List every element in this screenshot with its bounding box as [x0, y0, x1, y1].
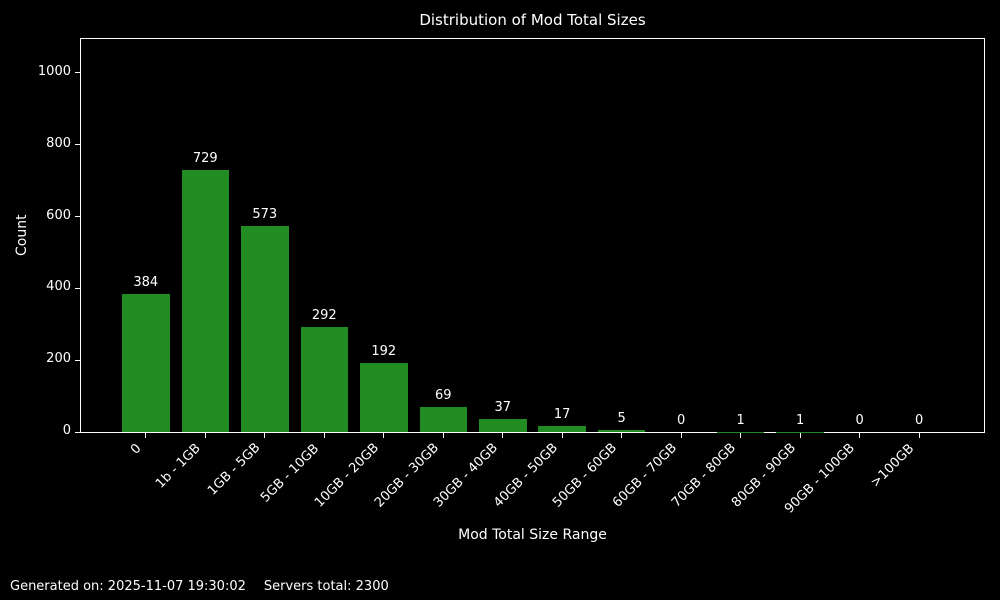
x-tick-label: 5GB - 10GB [258, 441, 323, 506]
chart-title: Distribution of Mod Total Sizes [419, 11, 646, 29]
bar [181, 170, 230, 432]
x-tick-label: 0 [127, 440, 145, 458]
x-tick-mark [740, 433, 742, 438]
x-tick-mark [264, 433, 266, 438]
bar-value-label: 573 [252, 207, 278, 223]
bar-value-label: 0 [677, 413, 686, 428]
y-tick-mark [75, 431, 80, 433]
y-tick-mark [75, 72, 80, 74]
y-tick-mark [75, 144, 80, 146]
y-tick-mark [75, 359, 80, 361]
bar [122, 294, 170, 432]
y-tick-label: 400 [46, 279, 71, 295]
x-tick-label: 1b - 1GB [152, 441, 204, 492]
x-tick-mark [204, 433, 206, 438]
x-tick-label: >100GB [868, 441, 918, 491]
x-tick-mark [323, 433, 325, 438]
bar [597, 430, 646, 432]
bar-value-label: 0 [915, 413, 924, 428]
y-tick-mark [75, 287, 80, 289]
x-tick-mark [145, 433, 147, 438]
generated-on-text: Generated on: 2025-11-07 19:30:02 [10, 579, 246, 594]
y-tick-label: 1000 [37, 63, 71, 79]
x-tick-mark [859, 433, 861, 438]
bar [360, 363, 408, 432]
bar-value-label: 192 [371, 344, 397, 359]
servers-total-text: Servers total: 2300 [263, 579, 389, 594]
bar-value-label: 37 [494, 399, 512, 415]
y-tick-label: 0 [62, 423, 71, 438]
bar-value-label: 0 [855, 413, 864, 428]
x-tick-mark [799, 433, 801, 438]
x-tick-mark [918, 433, 920, 438]
x-tick-mark [442, 433, 444, 438]
bar [419, 407, 468, 432]
y-axis-label: Count [14, 214, 30, 257]
x-tick-mark [680, 433, 682, 438]
bar [300, 327, 349, 432]
bar-value-label: 17 [553, 406, 571, 422]
x-tick-mark [383, 433, 385, 438]
bar-value-label: 292 [311, 308, 337, 324]
x-tick-label: 1GB - 5GB [205, 440, 264, 499]
bar-value-label: 5 [617, 411, 626, 427]
bar-value-label: 1 [796, 412, 805, 428]
y-tick-label: 800 [46, 135, 71, 151]
x-tick-mark [621, 433, 623, 438]
footer: Generated on: 2025-11-07 19:30:02 Server… [10, 579, 389, 594]
bar [479, 418, 527, 432]
bar-value-label: 384 [133, 275, 159, 291]
x-tick-mark [561, 433, 563, 438]
y-tick-label: 200 [46, 351, 71, 367]
x-axis-label: Mod Total Size Range [458, 527, 607, 543]
x-tick-mark [502, 433, 504, 438]
bar [241, 226, 289, 432]
y-tick-label: 600 [46, 207, 71, 223]
bar-value-label: 1 [736, 412, 745, 428]
bar [538, 425, 586, 432]
bar-value-label: 729 [192, 151, 218, 167]
y-tick-mark [75, 216, 80, 217]
bar-value-label: 69 [435, 388, 452, 404]
plot-area: 384 729 573 292 192 69 37 17 5 0 1 1 0 0 [75, 38, 985, 438]
